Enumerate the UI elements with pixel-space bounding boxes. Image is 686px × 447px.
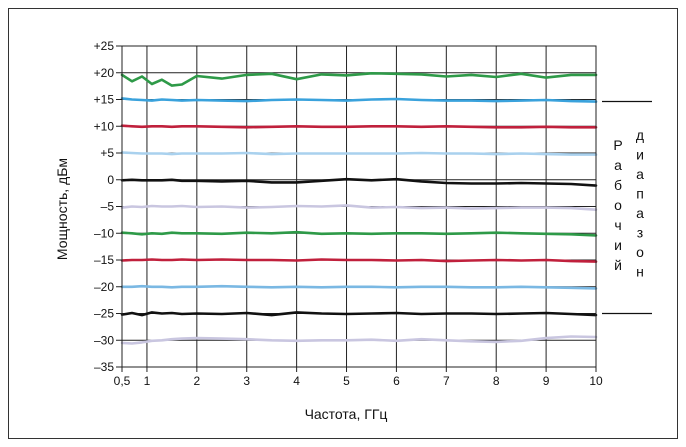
y-tick-label: –35 — [94, 360, 114, 374]
series-line-7 — [120, 230, 598, 237]
y-tick-label: 0 — [107, 173, 114, 187]
y-tick-label: –25 — [94, 307, 114, 321]
y-tick-label: +15 — [94, 93, 115, 107]
y-tick-label: –5 — [101, 200, 115, 214]
range-label-letter: и — [614, 237, 622, 253]
range-label-letter: о — [636, 244, 644, 260]
y-tick-label: –15 — [94, 253, 114, 267]
series-line-6 — [120, 204, 598, 211]
y-tick-label: –20 — [94, 280, 114, 294]
y-tick-label: +10 — [94, 119, 115, 133]
x-tick-label: 7 — [443, 374, 450, 388]
range-label-letter: д — [636, 127, 644, 143]
y-axis-title: Мощность, дБм — [54, 158, 70, 260]
y-tick-label: +25 — [94, 39, 115, 53]
series-line-4 — [120, 151, 598, 156]
x-tick-label: 5 — [343, 374, 350, 388]
x-tick-label: 1 — [144, 374, 151, 388]
y-tick-label: –10 — [94, 226, 114, 240]
x-tick-label: 9 — [543, 374, 550, 388]
plot-area-border — [121, 45, 597, 368]
series-line-10 — [120, 311, 598, 317]
range-label-letter: б — [614, 177, 622, 193]
x-tick-label: 8 — [493, 374, 500, 388]
range-label-letter: а — [636, 166, 644, 182]
x-tick-label: 10 — [589, 374, 603, 388]
range-label-letter: Р — [613, 137, 622, 153]
range-label-letter: а — [636, 205, 644, 221]
series-line-8 — [120, 258, 598, 263]
series-line-5 — [120, 177, 598, 187]
series-line-11 — [120, 335, 598, 345]
range-label-letter: о — [614, 197, 622, 213]
y-tick-label: –30 — [94, 333, 114, 347]
chart-axes: +25 +20 +15 +10 +5 0 –5 –10 –15 –20 –25 –30 –350,5 1 2… — [94, 39, 603, 388]
series-line-9 — [120, 284, 598, 290]
series-line-2 — [120, 97, 598, 103]
y-tick-label: +5 — [100, 146, 114, 160]
range-label-letter: п — [636, 186, 644, 202]
series-line-3 — [120, 124, 598, 129]
x-tick-label: 3 — [243, 374, 250, 388]
x-tick-label: 2 — [193, 374, 200, 388]
range-label-letter: з — [637, 225, 643, 241]
range-label-letter: й — [614, 257, 622, 273]
x-tick-label: 6 — [393, 374, 400, 388]
range-label-letter: ч — [614, 217, 621, 233]
x-tick-label: 4 — [293, 374, 300, 388]
x-axis-title: Частота, ГГц — [305, 406, 388, 422]
x-tick-label: 0,5 — [114, 374, 131, 388]
y-tick-label: +20 — [94, 66, 115, 80]
range-label-letter: и — [636, 147, 644, 163]
range-label-letter: н — [636, 264, 644, 280]
range-label-letter: а — [614, 157, 622, 173]
chart-series-group — [120, 72, 598, 345]
series-line-1 — [120, 72, 598, 87]
